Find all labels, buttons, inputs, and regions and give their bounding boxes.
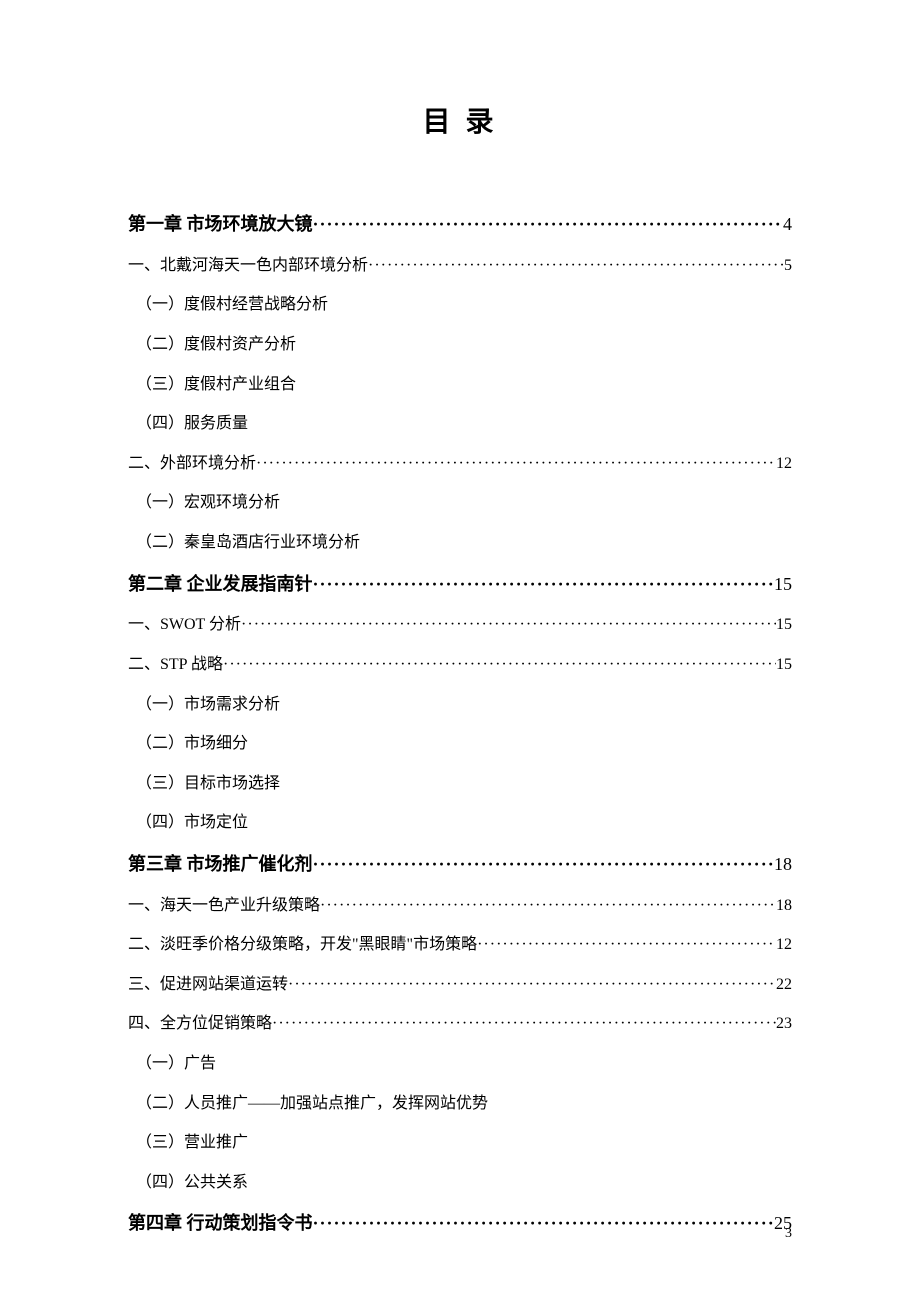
toc-sub-item: （二）人员推广——加强站点推广，发挥网站优势 <box>128 1091 792 1117</box>
toc-chapter-line: 第三章 市场推广催化剂 18 <box>128 850 792 879</box>
toc-page-number: 5 <box>784 253 792 279</box>
toc-section-line: 一、北戴河海天一色内部环境分析 5 <box>128 253 792 279</box>
toc-entry-label: 第二章 企业发展指南针 <box>128 570 313 599</box>
toc-page-number: 4 <box>783 210 792 239</box>
toc-dots <box>288 972 776 998</box>
toc-section-line: 二、外部环境分析 12 <box>128 451 792 477</box>
toc-sub-item: （三）营业推广 <box>128 1130 792 1156</box>
toc-entry-label: 第四章 行动策划指令书 <box>128 1209 313 1238</box>
toc-entry-label: 第三章 市场推广催化剂 <box>128 850 313 879</box>
toc-sub-item: （二）度假村资产分析 <box>128 332 792 358</box>
page-number: 3 <box>785 1226 792 1242</box>
toc-section-line: 一、SWOT 分析 15 <box>128 612 792 638</box>
toc-page-number: 15 <box>776 652 792 678</box>
toc-entry-label: 第一章 市场环境放大镜 <box>128 210 313 239</box>
toc-page-number: 12 <box>776 932 792 958</box>
toc-section-line: 二、STP 战略 15 <box>128 652 792 678</box>
toc-sub-item: （一）市场需求分析 <box>128 692 792 718</box>
toc-sub-item: （三）目标市场选择 <box>128 771 792 797</box>
toc-dots <box>313 570 775 599</box>
toc-page-number: 15 <box>776 612 792 638</box>
toc-title: 目 录 <box>128 100 792 140</box>
toc-sub-item: （一）度假村经营战略分析 <box>128 292 792 318</box>
toc-chapter-line: 第一章 市场环境放大镜 4 <box>128 210 792 239</box>
toc-dots <box>313 1209 775 1238</box>
toc-dots <box>241 612 776 638</box>
toc-page-number: 18 <box>774 850 792 879</box>
toc-dots <box>313 210 784 239</box>
toc-page-number: 23 <box>776 1011 792 1037</box>
toc-entry-label: 二、STP 战略 <box>128 652 223 678</box>
toc-sub-item: （四）服务质量 <box>128 411 792 437</box>
toc-entry-label: 一、海天一色产业升级策略 <box>128 893 320 919</box>
toc-dots <box>272 1011 776 1037</box>
toc-sub-item: （一）宏观环境分析 <box>128 490 792 516</box>
toc-chapter-line: 第二章 企业发展指南针 15 <box>128 570 792 599</box>
toc-entry-label: 三、促进网站渠道运转 <box>128 972 288 998</box>
toc-page-number: 12 <box>776 451 792 477</box>
toc-container: 第一章 市场环境放大镜 4 一、北戴河海天一色内部环境分析 5 （一）度假村经营战略分析… <box>128 210 792 1238</box>
toc-sub-item: （一）广告 <box>128 1051 792 1077</box>
toc-entry-label: 二、淡旺季价格分级策略，开发"黑眼睛"市场策略 <box>128 932 477 958</box>
toc-section-line: 一、海天一色产业升级策略 18 <box>128 893 792 919</box>
toc-sub-item: （三）度假村产业组合 <box>128 372 792 398</box>
toc-section-line: 三、促进网站渠道运转 22 <box>128 972 792 998</box>
toc-sub-item: （二）秦皇岛酒店行业环境分析 <box>128 530 792 556</box>
toc-page-number: 22 <box>776 972 792 998</box>
toc-page-number: 18 <box>776 893 792 919</box>
toc-entry-label: 一、北戴河海天一色内部环境分析 <box>128 253 368 279</box>
toc-entry-label: 一、SWOT 分析 <box>128 612 241 638</box>
toc-dots <box>477 932 776 958</box>
toc-entry-label: 四、全方位促销策略 <box>128 1011 272 1037</box>
toc-dots <box>313 850 775 879</box>
toc-sub-item: （四）市场定位 <box>128 810 792 836</box>
toc-dots <box>256 451 776 477</box>
toc-section-line: 四、全方位促销策略 23 <box>128 1011 792 1037</box>
toc-dots <box>368 253 784 279</box>
toc-page-number: 15 <box>774 570 792 599</box>
toc-chapter-line: 第四章 行动策划指令书25 <box>128 1209 792 1238</box>
toc-section-line: 二、淡旺季价格分级策略，开发"黑眼睛"市场策略 12 <box>128 932 792 958</box>
toc-dots <box>320 893 776 919</box>
toc-sub-item: （四）公共关系 <box>128 1170 792 1196</box>
toc-entry-label: 二、外部环境分析 <box>128 451 256 477</box>
toc-dots <box>223 652 776 678</box>
toc-sub-item: （二）市场细分 <box>128 731 792 757</box>
